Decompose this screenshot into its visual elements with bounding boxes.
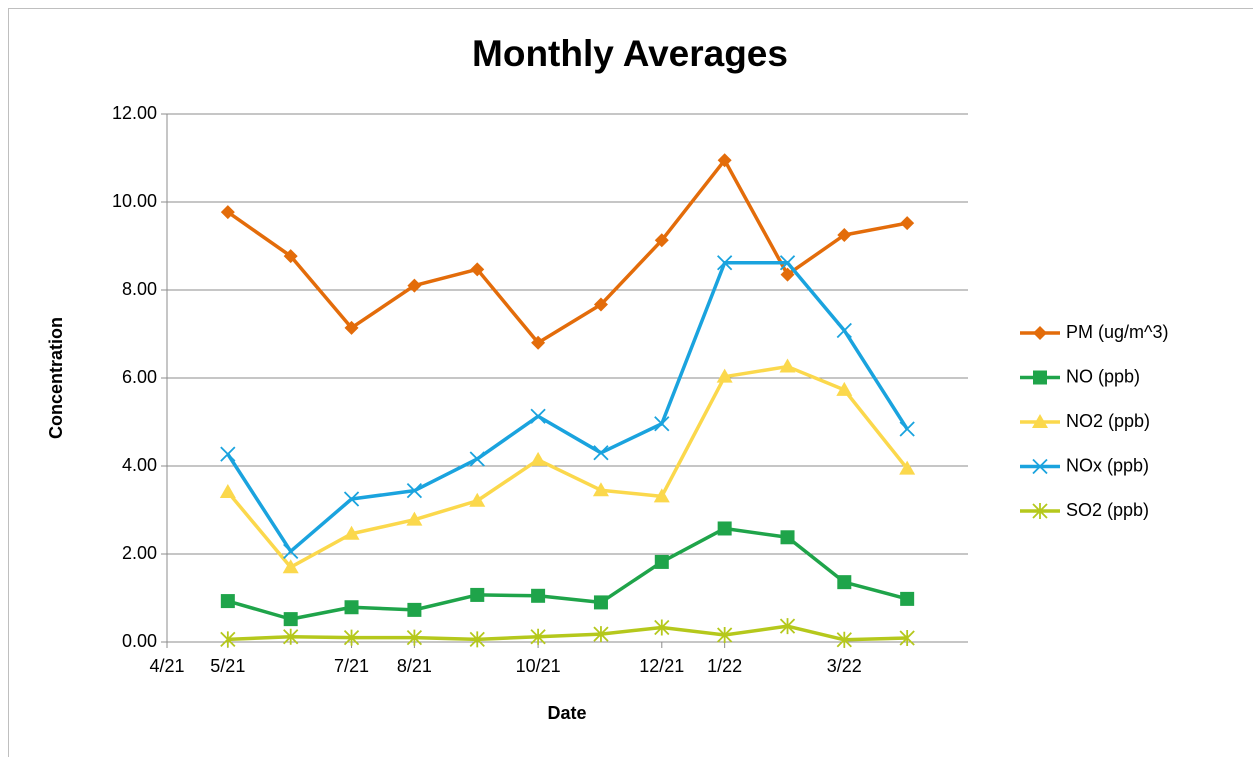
legend-label: NOx (ppb) [1066, 455, 1149, 475]
data-point [900, 216, 915, 231]
data-point [836, 381, 853, 396]
data-point [283, 249, 298, 264]
legend-label: NO (ppb) [1066, 366, 1140, 386]
data-point [406, 629, 423, 646]
y-tick-label: 8.00 [122, 279, 157, 299]
data-point [283, 543, 299, 559]
x-tick-label: 3/22 [827, 656, 862, 676]
x-tick-label: 7/21 [334, 656, 369, 676]
y-tick-label: 4.00 [122, 455, 157, 475]
data-point [717, 521, 732, 536]
chart-border [8, 8, 1253, 757]
data-point [343, 491, 360, 507]
data-point [837, 228, 852, 242]
data-point [780, 530, 795, 545]
chart-title: Monthly Averages [472, 33, 788, 74]
series-line [227, 624, 908, 642]
data-point [407, 602, 422, 617]
legend-label: SO2 (ppb) [1066, 500, 1149, 520]
data-point [899, 421, 915, 437]
legend-label: PM (ug/m^3) [1066, 322, 1168, 342]
data-point [717, 255, 733, 271]
data-point [654, 233, 669, 248]
data-point [220, 631, 236, 648]
data-point [219, 483, 236, 498]
data-point [469, 492, 486, 507]
y-tick-label: 6.00 [122, 367, 157, 387]
data-point [592, 482, 609, 497]
data-point [220, 594, 235, 609]
data-point [899, 630, 915, 647]
data-point [717, 153, 732, 168]
data-point [406, 511, 423, 526]
data-point [531, 588, 546, 603]
data-point [343, 629, 360, 646]
data-point [654, 416, 670, 432]
legend-label: NO2 (ppb) [1066, 411, 1150, 431]
data-point [779, 255, 796, 271]
data-point [593, 595, 608, 610]
data-point [780, 267, 795, 282]
data-point [716, 368, 733, 383]
data-point [344, 600, 359, 615]
legend-marker [1033, 370, 1047, 385]
x-tick-label: 4/21 [149, 656, 184, 676]
data-point [593, 297, 608, 312]
data-point [407, 278, 422, 293]
data-point [283, 628, 299, 645]
x-tick-label: 8/21 [397, 656, 432, 676]
data-point [836, 631, 852, 648]
data-point [220, 446, 236, 462]
data-point [470, 262, 485, 277]
data-point [837, 575, 852, 590]
series-line [226, 260, 909, 554]
data-point [343, 525, 360, 540]
data-point [779, 358, 796, 373]
y-tick-label: 10.00 [112, 191, 157, 211]
data-point [530, 408, 546, 424]
data-point [470, 587, 485, 602]
x-tick-label: 1/22 [707, 656, 742, 676]
data-point [717, 626, 733, 643]
series-line [227, 526, 908, 621]
data-point [779, 618, 796, 635]
data-point [469, 631, 485, 648]
y-axis-label: Concentration [46, 317, 66, 439]
data-point [344, 320, 359, 335]
series-line [226, 158, 908, 345]
data-point [653, 488, 670, 503]
y-tick-label: 0.00 [122, 631, 157, 651]
x-tick-label: 12/21 [639, 656, 684, 676]
data-point [220, 205, 235, 220]
x-axis-label: Date [547, 703, 586, 723]
data-point [654, 554, 669, 569]
data-point [283, 612, 298, 627]
data-point [899, 460, 916, 475]
x-tick-label: 5/21 [210, 656, 245, 676]
x-tick-label: 10/21 [516, 656, 561, 676]
data-point [593, 626, 609, 643]
legend-marker [1032, 414, 1048, 428]
series-line [226, 364, 909, 569]
data-point [530, 628, 546, 645]
legend-marker [1033, 326, 1047, 340]
data-point [836, 322, 852, 339]
data-point [469, 451, 485, 467]
data-point [282, 559, 299, 574]
legend-marker [1032, 458, 1048, 475]
data-point [593, 445, 609, 461]
data-point [654, 619, 670, 636]
data-point [531, 335, 546, 350]
y-tick-label: 12.00 [112, 103, 157, 123]
data-point [406, 483, 423, 499]
data-point [530, 451, 547, 466]
y-tick-label: 2.00 [122, 543, 157, 563]
legend-marker [1032, 503, 1048, 519]
data-point [900, 591, 915, 606]
